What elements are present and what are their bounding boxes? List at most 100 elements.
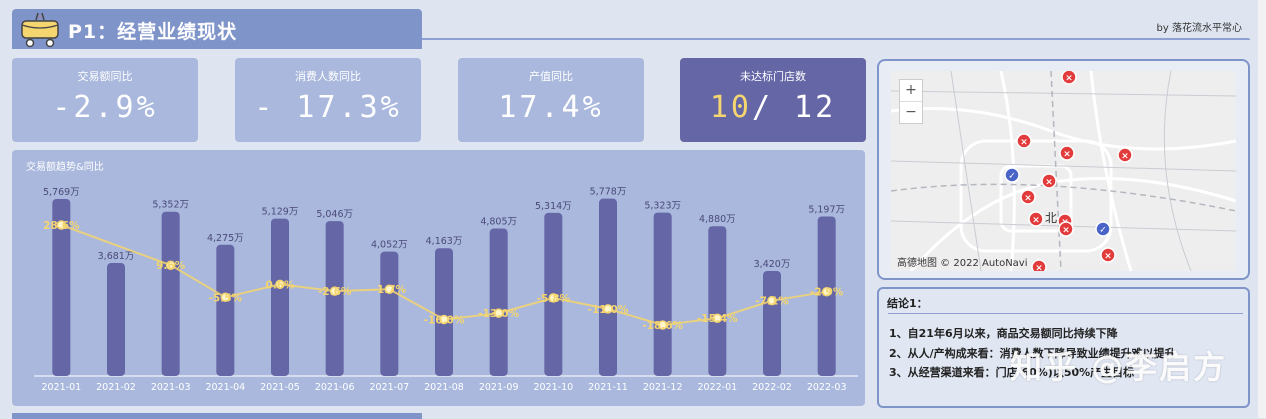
store-marker-red[interactable] (1031, 259, 1047, 271)
yoy-point (657, 320, 668, 330)
kpi-value-highlight: 10 (709, 90, 752, 125)
bar-value-label: 4,163万 (426, 236, 463, 247)
bar-value-label: 4,880万 (699, 214, 736, 225)
shopping-cart-icon (21, 12, 59, 48)
chart-title: 交易额趋势&同比 (26, 162, 104, 173)
yoy-point (220, 292, 231, 303)
bar-value-label: 5,314万 (535, 201, 572, 212)
page-title: P1：经营业绩现状 (68, 21, 238, 43)
bar (489, 228, 508, 376)
store-marker-red[interactable] (1058, 221, 1074, 237)
bar-value-label: 4,275万 (207, 233, 244, 244)
yoy-label: -7.1% (755, 296, 789, 308)
yoy-point (712, 313, 723, 323)
close-icon: × (1121, 152, 1129, 162)
sales-trend-chart: 5,769万 2021-01 3,681万 2021-02 5,352万 2021-03 4… (34, 187, 858, 393)
byline: by 落花流水平常心 (1156, 23, 1242, 34)
scrollbar[interactable] (1258, 0, 1266, 418)
map-credit: 高德地图 © 2022 AutoNavi (897, 258, 1028, 269)
kpi-label: 产值同比 (529, 70, 573, 83)
x-tick-label: 2022-03 (807, 382, 847, 393)
zoom-in-button[interactable]: + (900, 80, 922, 102)
bar-value-label: 4,805万 (480, 217, 517, 228)
bar (52, 198, 71, 376)
map-roads (891, 71, 1236, 271)
yoy-point (767, 295, 777, 306)
bar (763, 271, 781, 376)
bar (216, 244, 235, 376)
store-marker-red[interactable] (1020, 189, 1036, 205)
bar-value-label: 5,197万 (808, 205, 845, 216)
bar-value-label: 5,046万 (316, 209, 353, 220)
kpi-value: 17.4% (498, 90, 604, 125)
x-tick-label: 2021-02 (96, 382, 136, 393)
bar-value-label: 4,052万 (371, 240, 408, 251)
zoom-out-button[interactable]: − (905, 104, 917, 120)
store-marker-red[interactable] (1041, 173, 1057, 189)
yoy-point (329, 286, 340, 296)
yoy-label: -5.5% (209, 292, 243, 304)
store-marker-red[interactable] (1117, 147, 1133, 163)
conclusion-title: 结论1： (887, 297, 928, 310)
bar-value-label: 5,352万 (152, 200, 189, 211)
watermark: 知乎 @李启方 (1010, 348, 1228, 386)
close-icon: × (1045, 178, 1053, 188)
x-tick-label: 2021-07 (369, 382, 409, 393)
bar (380, 251, 399, 376)
yoy-point (384, 284, 395, 294)
close-icon: × (1063, 150, 1071, 160)
store-marker-blue[interactable] (1004, 167, 1020, 183)
bar-value-label: 5,323万 (644, 201, 681, 212)
kpi-value: - 17.3% (254, 90, 402, 125)
map-place-label: 北 (1045, 211, 1058, 225)
conclusion-divider (888, 313, 1243, 314)
x-tick-label: 2021-05 (260, 382, 300, 393)
map-markers: ×××××××××××✓✓ (1004, 71, 1133, 271)
bar (271, 218, 289, 376)
kpi-card-customers-yoy: 消费人数同比 - 17.3% (235, 58, 421, 142)
store-marker-blue[interactable] (1095, 221, 1111, 237)
page-title-bar: P1：经营业绩现状 (12, 9, 422, 49)
sales-trend-chart-panel: 交易额趋势&同比 5,769万 2021-01 3,681万 2021-02 5,352… (12, 150, 865, 406)
map-zoom-control: + − (899, 79, 923, 124)
x-tick-label: 2022-01 (697, 382, 737, 393)
yoy-point (821, 286, 832, 297)
bar-value-label: 3,420万 (754, 259, 791, 270)
store-marker-red[interactable] (1100, 247, 1116, 263)
bar (325, 221, 344, 376)
bar (435, 248, 453, 376)
yoy-label: -5.8% (537, 293, 571, 305)
conclusion-item: 1、自21年6月以来，商品交易额同比持续下降 (889, 327, 1118, 340)
x-tick-label: 2021-06 (315, 382, 355, 393)
yoy-point (548, 293, 559, 303)
kpi-label: 未达标门店数 (740, 70, 806, 83)
x-tick-label: 2021-11 (588, 382, 628, 393)
close-icon: × (1020, 138, 1028, 148)
bar (161, 211, 180, 376)
store-marker-red[interactable] (1028, 211, 1044, 227)
yoy-label: 0.6% (265, 279, 295, 291)
close-icon: × (1104, 252, 1112, 262)
store-marker-red[interactable] (1059, 145, 1075, 161)
yoy-label: -16.0% (424, 315, 465, 327)
next-section-header (12, 413, 422, 419)
title-underline (422, 38, 1250, 40)
kpi-value: 10/ 12 (680, 90, 866, 125)
store-marker-red[interactable] (1016, 133, 1032, 149)
conclusion-item: 2、从人/产构成来看：消费人数下降导致业绩提升难以提升 (889, 347, 1176, 360)
close-icon: × (1062, 226, 1070, 236)
conclusion-item: 3、从经营渠道来看：门店 60%)以50%产生目标 (889, 366, 1135, 379)
close-icon: × (1024, 194, 1032, 204)
yoy-label: -2.9% (810, 287, 844, 299)
kpi-card-output-yoy: 产值同比 17.4% (458, 58, 644, 142)
store-marker-red[interactable] (1061, 71, 1077, 85)
bar-value-label: 5,778万 (590, 187, 627, 198)
conclusion-panel: 结论1： 1、自21年6月以来，商品交易额同比持续下降 2、从人/产构成来看：消… (877, 287, 1250, 408)
checkmark-icon: ✓ (1099, 226, 1107, 236)
bar (599, 198, 617, 376)
yoy-point (603, 304, 613, 314)
bar-value-label: 3,681万 (98, 251, 135, 262)
yoy-label: -13.0% (478, 308, 519, 320)
x-tick-label: 2021-04 (205, 382, 245, 393)
store-map[interactable]: + − 北 ×××××××××××✓✓ 高德地图 © 2022 AutoNavi (891, 71, 1236, 271)
